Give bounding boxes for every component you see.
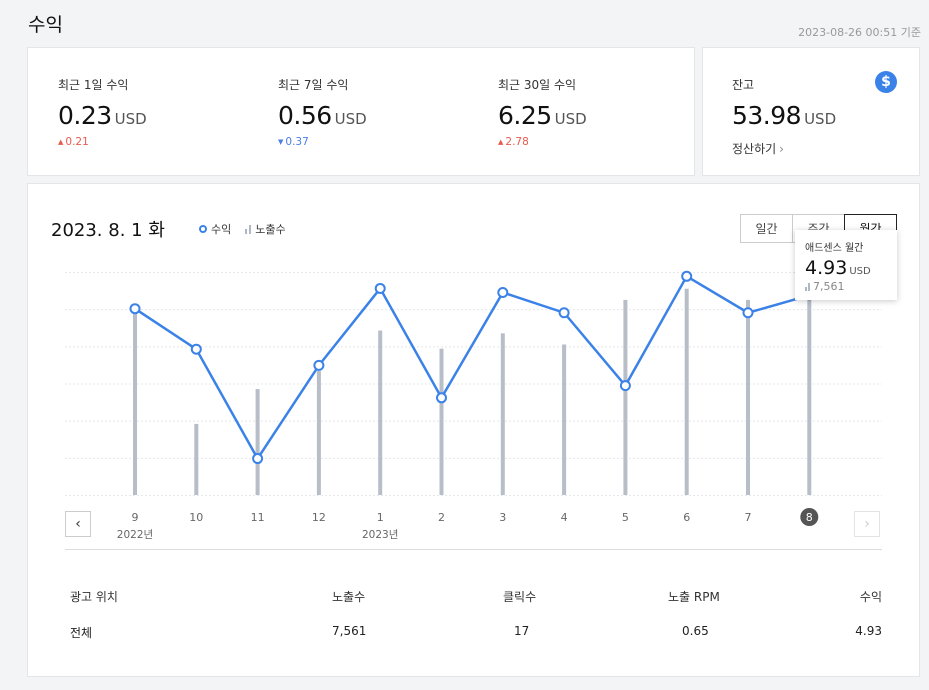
table-cell: 0.65 xyxy=(682,624,709,638)
x-tick-label: 6 xyxy=(683,511,690,524)
stat-label: 최근 1일 수익 xyxy=(58,78,129,92)
x-tick-label: 8 xyxy=(806,511,813,524)
up-triangle-icon: ▲ xyxy=(498,138,504,146)
revenue-line xyxy=(134,275,810,460)
impressions-bar xyxy=(562,344,567,495)
impressions-bar xyxy=(807,284,812,495)
stat-7day: 최근 7일 수익 0.56 USD ▼ 0.37 xyxy=(278,76,367,148)
stat-label: 최근 30일 수익 xyxy=(498,78,577,92)
up-triangle-icon: ▲ xyxy=(58,138,64,146)
chart-legend: 수익 노출수 xyxy=(199,221,286,237)
tooltip-title: 애드센스 월간 xyxy=(805,243,864,254)
x-tick-label: 5 xyxy=(622,511,629,524)
balance: 잔고 53.98 USD 정산하기 › xyxy=(732,76,836,157)
table-cell: 4.93 xyxy=(855,624,882,638)
revenue-point xyxy=(742,307,754,319)
stat-delta: ▼ 0.37 xyxy=(278,136,309,148)
stat-delta: ▲ 0.21 xyxy=(58,136,89,148)
settle-link[interactable]: 정산하기 › xyxy=(732,142,784,156)
revenue-point xyxy=(190,343,202,355)
revenue-point xyxy=(497,287,509,298)
revenue-point xyxy=(313,359,325,371)
balance-label: 잔고 xyxy=(732,78,755,92)
revenue-point xyxy=(681,270,693,282)
x-tick-label: 7 xyxy=(745,511,752,524)
tooltip-impressions: 7,561 xyxy=(805,280,887,293)
impressions-bar xyxy=(500,333,505,495)
tooltip-value: 4.93 USD xyxy=(805,257,871,279)
selected-month-marker xyxy=(800,508,819,526)
tab-daily[interactable]: 일간 xyxy=(740,214,793,243)
dollar-icon: $ xyxy=(875,71,897,93)
stat-value: 6.25 USD xyxy=(498,101,587,130)
impressions-bar xyxy=(194,423,199,495)
legend-impressions: 노출수 xyxy=(245,221,286,237)
balance-card: 잔고 53.98 USD 정산하기 › $ xyxy=(702,47,920,176)
page-title: 수익 xyxy=(28,14,63,36)
stat-label: 최근 7일 수익 xyxy=(278,78,349,92)
revenue-point xyxy=(252,453,264,465)
column-header: 수익 xyxy=(859,590,882,604)
next-period-button[interactable]: › xyxy=(854,511,880,537)
x-tick-label: 11 xyxy=(251,511,265,524)
x-tick-label: 1 xyxy=(377,511,384,524)
revenue-point xyxy=(619,380,631,392)
impressions-bar xyxy=(439,348,444,495)
bar-chart-icon xyxy=(805,282,810,291)
x-tick-label: 9 xyxy=(132,511,139,524)
revenue-point xyxy=(436,392,447,404)
impressions-bar xyxy=(684,288,689,495)
x-tick-label: 10 xyxy=(189,511,203,524)
revenue-point xyxy=(129,303,141,315)
x-tick-label: 2 xyxy=(438,511,445,524)
column-header: 노출수 xyxy=(332,590,366,604)
chevron-right-icon: › xyxy=(864,516,870,532)
year-label: 2023년 xyxy=(362,529,398,541)
revenue-point xyxy=(374,282,386,294)
year-label: 2022년 xyxy=(117,529,153,541)
revenue-chart-card: 2023. 8. 1 화 수익 노출수 일간 주간 월간 애드센스 월간 4.9… xyxy=(27,183,920,677)
table-cell: 17 xyxy=(514,624,530,638)
impressions-bar xyxy=(316,370,321,495)
earnings-summary-card: 최근 1일 수익 0.23 USD ▲ 0.21 최근 7일 수익 0.56 USD … xyxy=(27,47,695,176)
stat-30day: 최근 30일 수익 6.25 USD ▲ 2.78 xyxy=(498,76,587,148)
legend-revenue: 수익 xyxy=(199,221,231,237)
chart-date: 2023. 8. 1 화 xyxy=(51,220,165,241)
table-cell: 7,561 xyxy=(332,624,367,638)
impressions-bar xyxy=(378,330,383,495)
bar-chart-icon xyxy=(245,224,252,234)
x-tick-label: 3 xyxy=(499,511,506,524)
chart-tooltip: 애드센스 월간 4.93 USD 7,561 xyxy=(795,230,897,300)
impressions-bar xyxy=(623,299,628,495)
column-header: 광고 위치 xyxy=(70,590,118,604)
stat-1day: 최근 1일 수익 0.23 USD ▲ 0.21 xyxy=(58,76,147,148)
column-header: 노출 RPM xyxy=(668,590,720,604)
down-triangle-icon: ▼ xyxy=(278,138,284,146)
chevron-right-icon: › xyxy=(779,142,784,156)
balance-value: 53.98 USD xyxy=(732,101,837,130)
stat-value: 0.56 USD xyxy=(278,101,367,130)
x-tick-label: 12 xyxy=(312,511,326,524)
impressions-bar xyxy=(746,299,750,495)
revenue-point xyxy=(558,307,570,319)
table-cell: 전체 xyxy=(70,626,93,640)
impressions-bar xyxy=(133,308,137,495)
stat-delta: ▲ 2.78 xyxy=(498,136,529,148)
x-tick-label: 4 xyxy=(561,511,568,524)
updated-timestamp: 2023-08-26 00:51 기준 xyxy=(798,26,921,39)
chevron-left-icon: ‹ xyxy=(75,516,81,532)
line-marker-icon xyxy=(199,225,207,233)
impressions-bar xyxy=(255,389,260,495)
prev-period-button[interactable]: ‹ xyxy=(65,511,91,537)
column-header: 클릭수 xyxy=(503,590,537,604)
stat-value: 0.23 USD xyxy=(58,101,147,130)
